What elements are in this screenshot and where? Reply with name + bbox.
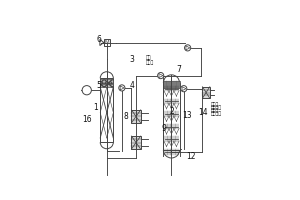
Text: 4: 4 xyxy=(129,81,134,90)
Bar xyxy=(202,87,210,98)
Text: 循環入口: 循環入口 xyxy=(210,111,221,116)
Text: 8: 8 xyxy=(123,112,128,121)
Bar xyxy=(100,78,113,142)
Bar xyxy=(131,136,141,149)
Text: 冷凝水: 冷凝水 xyxy=(146,60,154,65)
Text: 蒸汽: 蒸汽 xyxy=(146,55,152,60)
Bar xyxy=(164,81,179,88)
Bar xyxy=(104,39,110,46)
Text: 2: 2 xyxy=(170,107,175,116)
Circle shape xyxy=(181,86,187,92)
Text: M: M xyxy=(105,40,110,45)
Circle shape xyxy=(158,73,164,79)
Text: 9: 9 xyxy=(161,124,166,133)
Text: 13: 13 xyxy=(182,111,192,120)
Circle shape xyxy=(82,86,92,95)
Text: 14: 14 xyxy=(199,108,208,117)
Text: 12: 12 xyxy=(186,152,196,161)
Text: 3: 3 xyxy=(129,55,134,64)
Text: 循環出口: 循環出口 xyxy=(210,105,221,110)
Bar xyxy=(131,110,141,123)
Bar xyxy=(100,79,113,87)
Text: 7: 7 xyxy=(177,65,182,74)
Circle shape xyxy=(119,85,125,91)
Circle shape xyxy=(184,45,191,51)
Text: 冷凝水: 冷凝水 xyxy=(210,108,219,113)
Bar xyxy=(164,83,179,150)
Text: 5: 5 xyxy=(96,81,101,90)
Text: 冷凝水: 冷凝水 xyxy=(210,102,219,107)
Text: 16: 16 xyxy=(82,115,92,124)
Text: 1: 1 xyxy=(93,103,98,112)
Text: 6: 6 xyxy=(96,35,101,44)
